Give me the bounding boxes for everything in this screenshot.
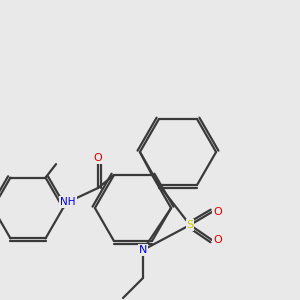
Text: O: O	[213, 207, 222, 217]
Text: S: S	[186, 220, 194, 230]
Text: O: O	[213, 235, 222, 245]
Text: N: N	[139, 245, 147, 255]
Text: NH: NH	[60, 197, 76, 207]
Text: O: O	[94, 153, 102, 163]
